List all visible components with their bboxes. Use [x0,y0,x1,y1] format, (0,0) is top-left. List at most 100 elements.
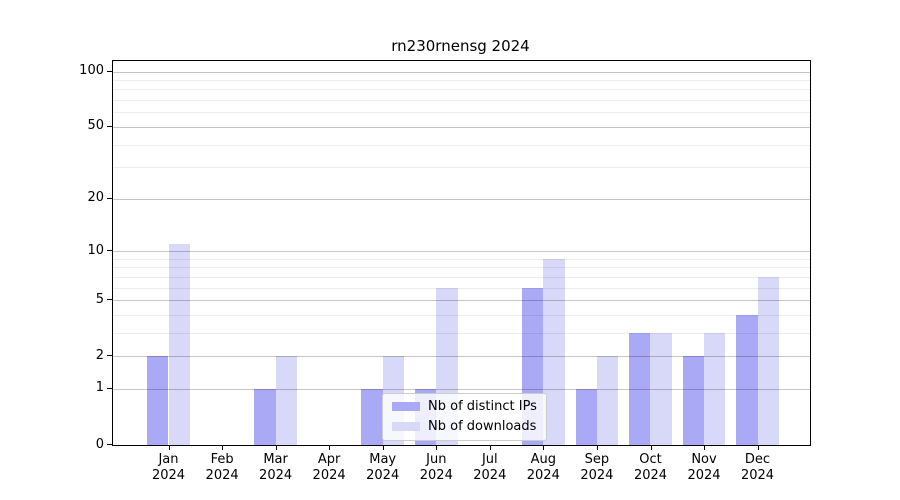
legend-item-downloads: Nb of downloads [392,419,537,434]
x-tick-year: 2024 [633,467,668,483]
y-tick-label-0: 0 [95,436,104,452]
minor-gridline-80 [113,89,810,91]
x-tick-label-may: May 2024 [351,452,415,483]
legend-swatch-distinct-ips [392,402,420,411]
x-tick-month: Jan [158,452,179,467]
legend-item-distinct-ips: Nb of distinct IPs [392,399,537,414]
x-tick-month: Feb [210,452,234,467]
major-gridline-50 [113,126,810,128]
major-gridline-10 [113,251,810,252]
minor-gridline-70 [113,100,810,102]
x-tick-month: Sep [584,452,610,467]
y-tick-label-100: 100 [79,63,104,79]
x-tick-year: 2024 [312,467,346,483]
x-tick-year: 2024 [366,467,400,483]
x-tick-label-sep: Sep 2024 [565,452,629,483]
x-tick-mark-may [382,446,384,450]
x-tick-month: May [369,452,397,467]
x-tick-year: 2024 [687,467,721,483]
x-tick-month: Jul [481,452,498,467]
y-tick-mark-5 [107,299,112,300]
y-tick-label-5: 5 [95,291,104,307]
x-tick-mark-jan [168,446,170,450]
x-tick-year: 2024 [526,467,560,483]
minor-gridline-9 [113,258,810,260]
bar-distinct-ips-mar [254,388,276,445]
bar-distinct-ips-oct [629,332,651,445]
bar-downloads-aug [543,258,565,445]
x-tick-month: Dec [744,452,771,467]
y-tick-mark-1 [107,387,112,389]
x-tick-mark-mar [275,446,277,450]
x-tick-mark-aug [543,446,545,450]
x-tick-month: Apr [317,452,341,467]
x-tick-mark-feb [222,446,224,450]
minor-gridline-40 [113,144,810,146]
x-tick-label-feb: Feb 2024 [190,452,254,483]
x-tick-label-jul: Jul 2024 [458,452,522,483]
y-tick-mark-2 [107,355,112,357]
minor-gridline-7 [113,276,810,278]
bar-distinct-ips-sep [575,388,597,445]
x-tick-year: 2024 [580,467,614,483]
x-tick-mark-oct [650,446,652,450]
y-tick-label-10: 10 [87,242,104,258]
x-tick-month: Mar [263,452,288,467]
legend-swatch-downloads [392,422,420,431]
y-tick-label-1: 1 [95,380,104,396]
x-tick-month: Nov [691,452,717,467]
x-tick-year: 2024 [740,467,775,483]
bar-downloads-nov [704,332,726,445]
minor-gridline-8 [113,267,810,269]
bar-downloads-dec [757,276,779,445]
x-tick-label-jun: Jun 2024 [404,452,468,483]
x-tick-label-apr: Apr 2024 [297,452,361,483]
x-tick-month: Oct [639,452,662,467]
major-gridline-20 [113,198,810,200]
y-tick-label-2: 2 [95,347,104,363]
bar-distinct-ips-may [361,388,383,445]
minor-gridline-4 [113,314,810,316]
y-tick-mark-0 [107,444,112,445]
x-tick-year: 2024 [259,467,293,483]
bar-distinct-ips-dec [736,314,758,445]
chart-title: rn230rnensg 2024 [391,37,530,55]
x-tick-mark-jun [436,446,438,450]
x-tick-label-jan: Jan 2024 [137,452,201,483]
minor-gridline-60 [113,112,810,114]
bar-distinct-ips-jan [147,356,169,445]
plot-area [112,60,811,446]
y-tick-label-50: 50 [87,118,104,134]
x-tick-year: 2024 [151,467,186,483]
x-tick-label-aug: Aug 2024 [511,452,575,483]
y-tick-mark-20 [107,197,112,199]
x-tick-month: Aug [530,452,556,467]
x-tick-mark-nov [704,446,705,450]
x-tick-year: 2024 [419,467,453,483]
major-gridline-5 [113,300,810,301]
minor-gridline-30 [113,167,810,169]
bar-distinct-ips-nov [682,356,704,445]
legend-label-downloads: Nb of downloads [428,419,537,434]
x-tick-label-nov: Nov 2024 [672,452,736,483]
x-tick-label-dec: Dec 2024 [726,452,790,483]
minor-gridline-6 [113,287,810,289]
x-tick-label-oct: Oct 2024 [619,452,683,483]
major-gridline-100 [113,71,810,73]
legend: Nb of distinct IPs Nb of downloads [382,393,547,441]
x-tick-mark-apr [329,446,331,450]
x-tick-mark-sep [596,446,598,450]
x-tick-mark-jul [489,446,491,450]
bar-downloads-mar [275,356,297,445]
y-tick-mark-10 [107,250,112,251]
bar-downloads-jan [168,243,190,445]
x-tick-label-mar: Mar 2024 [244,452,308,483]
y-tick-mark-50 [107,125,112,127]
minor-gridline-90 [113,80,810,81]
y-tick-mark-100 [107,70,112,72]
x-tick-year: 2024 [205,467,239,483]
x-tick-month: Jun [426,452,447,467]
y-tick-label-20: 20 [87,190,104,206]
x-tick-year: 2024 [473,467,507,483]
